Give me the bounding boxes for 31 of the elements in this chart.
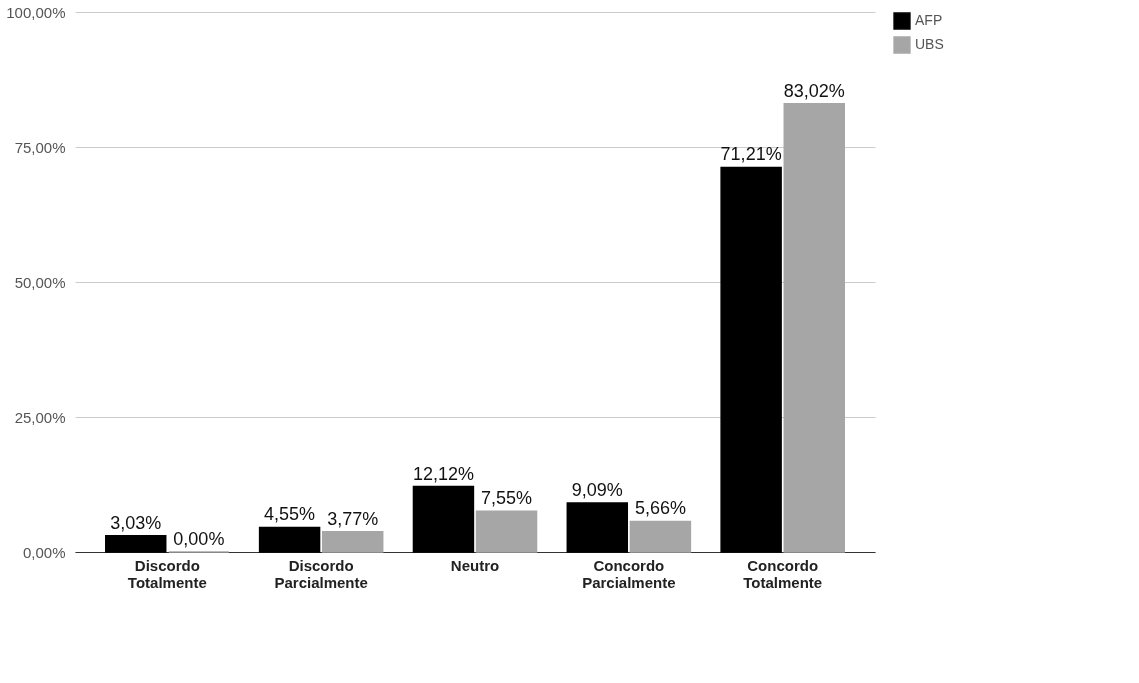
x-tick-label: Neutro: [450, 556, 500, 574]
y-tick-label: 0,00%: [22, 543, 66, 561]
data-label: 83,02%: [783, 80, 845, 101]
bar: [321, 530, 384, 553]
y-tick-label: 25,00%: [14, 408, 66, 426]
bar: [412, 485, 475, 553]
y-tick-label: 100,00%: [6, 3, 66, 21]
legend-label: UBS: [915, 36, 944, 52]
x-tick-label: Concordo Totalmente: [743, 556, 823, 591]
x-tick-label: Discordo Parcialmente: [274, 556, 368, 591]
bar: [475, 510, 538, 553]
bar: [720, 166, 782, 553]
legend-label: AFP: [915, 12, 943, 28]
x-tick-label: Concordo Parcialmente: [582, 556, 676, 591]
bar: [566, 502, 629, 553]
bar: [258, 526, 321, 553]
data-label: 0,00%: [173, 529, 225, 549]
data-label: 3,03%: [110, 512, 162, 533]
bar: [105, 534, 167, 553]
data-label: 71,21%: [720, 144, 782, 165]
bar: [783, 102, 845, 553]
data-label: 12,12%: [412, 463, 474, 484]
bar: [629, 520, 692, 553]
data-label: 5,66%: [634, 498, 686, 519]
x-tick-label: Discordo Totalmente: [127, 556, 207, 591]
data-label: 7,55%: [481, 488, 533, 509]
y-tick-label: 50,00%: [14, 273, 66, 291]
data-label: 9,09%: [571, 479, 623, 500]
y-tick-label: 75,00%: [14, 138, 66, 156]
data-label: 4,55%: [264, 504, 316, 525]
data-label: 3,77%: [327, 508, 379, 529]
